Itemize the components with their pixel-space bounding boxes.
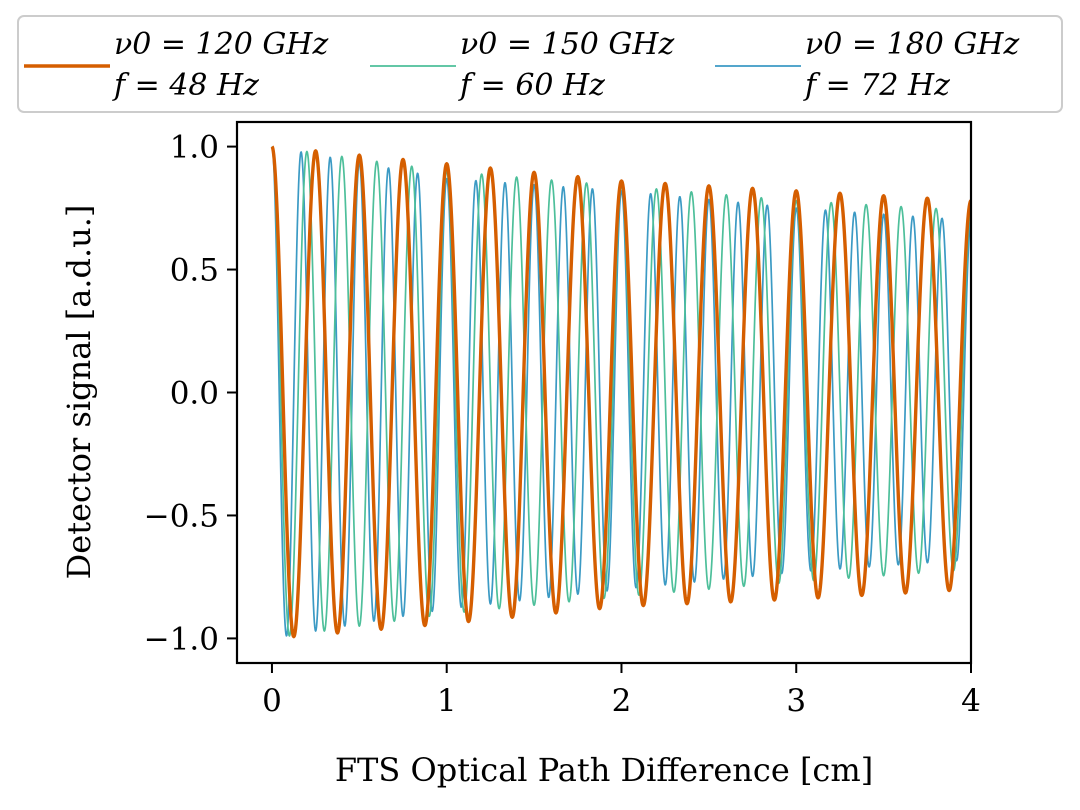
legend-label-line1: ν0 = 180 GHz [805, 27, 1019, 62]
x-tick-label: 4 [961, 683, 981, 719]
legend-entry: ν0 = 120 GHz f = 48 Hz [24, 27, 328, 103]
legend-label-line2: f = 72 Hz [803, 68, 950, 103]
y-tick-label: 1.0 [170, 130, 219, 166]
legend-label-line2: f = 48 Hz [112, 68, 259, 103]
y-tick-label: 0.0 [170, 376, 219, 412]
x-tick-label: 3 [786, 683, 806, 719]
x-axis-label: FTS Optical Path Difference [cm] [335, 751, 873, 789]
legend-entry: ν0 = 150 GHz f = 60 Hz [370, 27, 674, 103]
y-axis-label: Detector signal [a.d.u.] [60, 205, 98, 580]
y-tick-label: −1.0 [144, 621, 219, 657]
legend-label-line2: f = 60 Hz [458, 68, 605, 103]
x-tick-label: 2 [612, 683, 632, 719]
plot-area: 0 1 2 3 4 1.0 0.5 0.0 −0.5 −1.0 [144, 120, 981, 719]
y-tick-label: −0.5 [144, 498, 219, 534]
legend-frame [17, 15, 1063, 113]
y-tick-label: 0.5 [170, 253, 219, 289]
x-tick-label: 1 [437, 683, 457, 719]
series-line [270, 145, 971, 639]
x-tick-label: 0 [262, 683, 282, 719]
legend-label-line1: ν0 = 120 GHz [114, 27, 328, 62]
legend-entry: ν0 = 180 GHz f = 72 Hz [715, 27, 1019, 103]
series-line [271, 146, 971, 637]
legend: ν0 = 120 GHz f = 48 Hz ν0 = 150 GHz f = 60 … [17, 15, 1063, 113]
legend-label-line1: ν0 = 150 GHz [460, 27, 674, 62]
